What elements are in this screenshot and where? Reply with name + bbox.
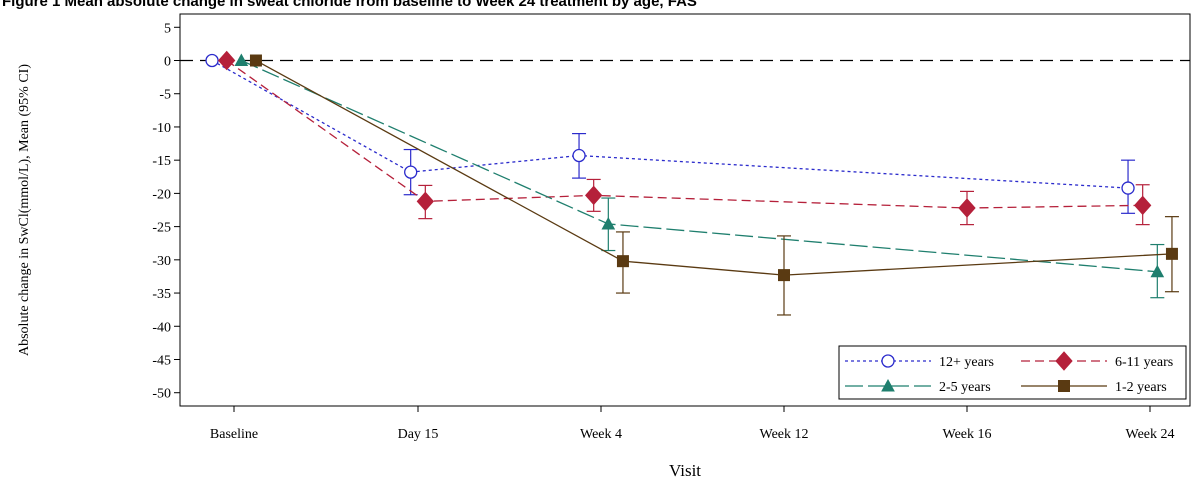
y-tick-label: -20 — [152, 187, 171, 202]
series-line-2-5-years — [241, 59, 1158, 273]
figure-title: Figure 1 Mean absolute change in sweat c… — [2, 0, 697, 10]
data-point-6-11-years — [585, 185, 603, 206]
series-line-1-2-years — [255, 59, 1172, 276]
y-tick-label: -30 — [152, 254, 171, 269]
data-point-1-2-years — [616, 255, 629, 268]
data-point-6-11-years — [416, 191, 434, 212]
data-point-12-years — [404, 165, 418, 179]
x-tick-label: Week 12 — [759, 427, 808, 442]
legend-marker-2-5-years — [881, 378, 895, 392]
y-tick-label: -5 — [159, 88, 171, 103]
legend-label-1-2-years: 1-2 years — [1115, 380, 1167, 395]
data-point-2-5-years — [234, 53, 249, 67]
legend-label-2-5-years: 2-5 years — [939, 380, 991, 395]
y-axis-title: Absolute change in SwCl(mmol/L), Mean (9… — [17, 64, 32, 356]
legend-marker-1-2-years — [1058, 380, 1070, 392]
y-tick-label: -35 — [152, 287, 171, 302]
y-tick-label: 5 — [164, 21, 171, 36]
y-tick-label: -15 — [152, 154, 171, 169]
legend-marker-12-years — [881, 354, 895, 368]
data-point-12-years — [1121, 181, 1135, 195]
legend-marker-6-11-years — [1055, 351, 1073, 371]
series-line-6-11-years — [226, 59, 1143, 209]
series-line-12-years — [211, 59, 1129, 189]
legend-label-12-years: 12+ years — [939, 355, 994, 370]
x-tick-label: Baseline — [210, 427, 258, 442]
data-point-12-years — [572, 148, 586, 163]
y-tick-label: -40 — [152, 320, 171, 335]
y-tick-label: -25 — [152, 221, 171, 236]
y-tick-label: -50 — [152, 387, 171, 402]
data-point-6-11-years — [218, 50, 236, 71]
data-point-1-2-years — [778, 269, 790, 282]
y-tick-label: -45 — [152, 353, 171, 368]
plot-frame — [179, 13, 1191, 407]
legend — [838, 345, 1187, 400]
y-tick-label: 0 — [164, 55, 171, 70]
data-point-1-2-years — [1165, 247, 1178, 260]
x-tick-label: Week 4 — [580, 427, 622, 442]
data-point-2-5-years — [601, 216, 616, 230]
data-point-6-11-years — [958, 198, 976, 218]
data-point-2-5-years — [1150, 264, 1165, 278]
x-tick-label: Day 15 — [398, 427, 439, 442]
x-tick-label: Week 24 — [1125, 427, 1174, 442]
y-tick-label: -10 — [152, 121, 171, 136]
data-point-6-11-years — [1134, 195, 1152, 216]
data-point-1-2-years — [249, 54, 262, 67]
legend-label-6-11-years: 6-11 years — [1115, 355, 1173, 370]
data-point-12-years — [205, 53, 219, 68]
x-tick-label: Week 16 — [942, 427, 991, 442]
x-axis-title: Visit — [669, 461, 701, 480]
